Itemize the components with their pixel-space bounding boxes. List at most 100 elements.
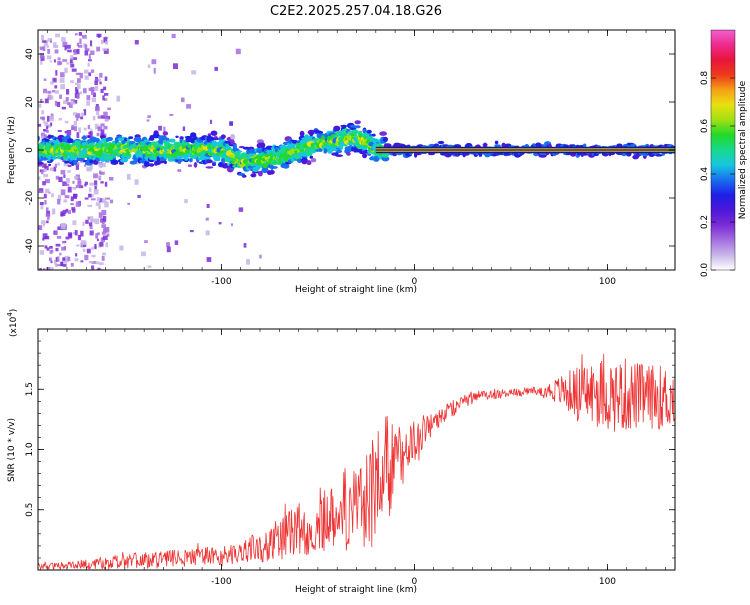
heatmap-noise-cell [63, 162, 69, 167]
heatmap-noise-cell [55, 264, 61, 267]
spectrogram-x-tick-label: -100 [211, 277, 232, 287]
heatmap-noise-cell [147, 265, 152, 268]
heatmap-noise-cell [137, 194, 141, 198]
heatmap-noise-cell [74, 126, 77, 132]
heatmap-cell [52, 155, 57, 160]
heatmap-noise-cell [67, 257, 71, 262]
heatmap-noise-cell [147, 115, 151, 119]
heatmap-noise-cell [151, 59, 157, 65]
heatmap-cell [98, 141, 103, 145]
heatmap-cell [121, 140, 126, 145]
heatmap-noise-cell [44, 98, 49, 104]
heatmap-cell [354, 125, 361, 129]
heatmap-noise-cell [104, 201, 109, 208]
heatmap-noise-cell [98, 125, 103, 128]
heatmap-noise-cell [41, 40, 47, 43]
heatmap-noise-cell [38, 190, 43, 193]
heatmap-noise-cell [51, 208, 56, 215]
heatmap-noise-cell [102, 252, 106, 256]
colorbar-tick-label: 0.0 [700, 263, 710, 278]
heatmap-cell [87, 135, 91, 139]
heatmap-noise-cell [64, 120, 69, 124]
heatmap-noise-cell [98, 212, 102, 218]
heatmap-noise-cell [48, 95, 54, 100]
heatmap-noise-cell [46, 125, 51, 128]
heatmap-noise-cell [89, 182, 95, 186]
heatmap-noise-cell [96, 132, 100, 137]
heatmap-noise-cell [63, 174, 66, 178]
heatmap-noise-cell [108, 177, 114, 181]
heatmap-noise-cell [65, 208, 69, 213]
heatmap-cell [230, 139, 235, 145]
heatmap-noise-cell [54, 85, 58, 89]
heatmap-cell [367, 153, 372, 156]
heatmap-noise-cell [46, 124, 49, 130]
heatmap-noise-cell [94, 123, 99, 130]
heatmap-noise-cell [92, 115, 96, 121]
heatmap-cell [442, 144, 449, 147]
heatmap-noise-cell [90, 86, 95, 92]
heatmap-noise-cell [91, 265, 95, 270]
heatmap-noise-cell [44, 165, 49, 171]
heatmap-noise-cell [49, 257, 52, 262]
heatmap-noise-cell [72, 209, 76, 213]
heatmap-noise-cell [96, 46, 101, 52]
heatmap-cell [148, 137, 155, 141]
heatmap-noise-cell [42, 233, 48, 239]
heatmap-cell [189, 158, 193, 163]
heatmap-noise-cell [76, 244, 80, 247]
heatmap-noise-cell [72, 232, 76, 235]
heatmap-cell [67, 138, 74, 144]
heatmap-noise-cell [191, 70, 197, 75]
heatmap-noise-cell [214, 135, 218, 138]
heatmap-noise-cell [94, 218, 100, 225]
heatmap-noise-cell [64, 183, 70, 186]
heatmap-noise-cell [99, 165, 103, 169]
heatmap-cell [270, 166, 278, 169]
heatmap-noise-cell [64, 259, 69, 262]
heatmap-cell [224, 140, 232, 144]
heatmap-noise-cell [41, 170, 44, 175]
heatmap-cell [148, 163, 155, 167]
heatmap-noise-cell [57, 162, 60, 166]
heatmap-noise-cell [64, 45, 67, 51]
heatmap-cell [353, 133, 357, 137]
heatmap-cell [145, 153, 153, 157]
heatmap-cell [169, 138, 176, 143]
heatmap-noise-cell [79, 72, 83, 79]
heatmap-noise-cell [88, 87, 93, 91]
heatmap-noise-cell [61, 246, 66, 251]
snr-y-scale-prefix: (x10 [9, 316, 19, 337]
heatmap-noise-cell [166, 242, 170, 248]
heatmap-noise-cell [80, 116, 84, 120]
heatmap-noise-cell [78, 32, 82, 36]
colorbar-gradient [711, 30, 735, 270]
snr-x-tick-label: -100 [211, 577, 232, 587]
heatmap-cell [336, 149, 343, 154]
heatmap-noise-cell [65, 178, 70, 183]
snr-ticks: -100 0 100 0.5 1.0 1.5 [25, 329, 675, 587]
heatmap-noise-cell [88, 59, 92, 62]
heatmap-noise-cell [78, 185, 84, 189]
heatmap-noise-cell [90, 40, 93, 47]
heatmap-noise-cell [87, 204, 93, 208]
spectrogram-y-tick-label: 0 [25, 147, 35, 153]
heatmap-noise-cell [70, 196, 74, 202]
heatmap-noise-cell [100, 123, 105, 127]
heatmap-noise-cell [104, 118, 109, 121]
heatmap-cell [207, 133, 212, 136]
heatmap-noise-cell [43, 120, 46, 124]
snr-y-scale-exponent: 4 [6, 312, 14, 317]
heatmap-cell [335, 154, 343, 157]
heatmap-noise-cell [60, 211, 64, 217]
heatmap-noise-cell [42, 181, 46, 186]
heatmap-cell [241, 174, 247, 178]
heatmap-noise-cell [62, 41, 68, 48]
heatmap-noise-cell [50, 81, 54, 85]
heatmap-noise-cell [119, 245, 124, 251]
heatmap-noise-cell [206, 204, 210, 209]
heatmap-noise-cell [104, 93, 109, 96]
heatmap-noise-cell [55, 257, 58, 262]
